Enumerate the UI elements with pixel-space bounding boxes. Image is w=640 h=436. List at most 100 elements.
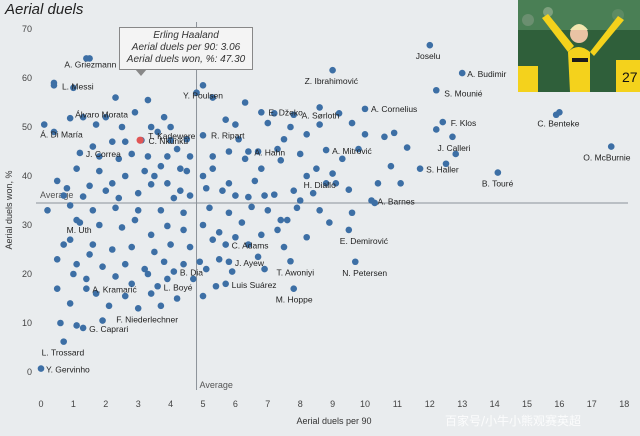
data-point — [144, 270, 152, 278]
data-point — [452, 150, 460, 158]
point-label: A. Kramarić — [92, 285, 137, 295]
data-point — [316, 121, 323, 128]
data-point — [245, 193, 252, 201]
data-point-labeled — [222, 241, 229, 248]
data-point — [248, 203, 255, 211]
data-point-labeled — [345, 226, 353, 234]
data-point — [442, 160, 450, 168]
y-tick-label: 60 — [22, 73, 32, 83]
tooltip-arrow — [135, 69, 147, 76]
point-label: R. Ripart — [211, 130, 245, 140]
x-tick-label: 12 — [425, 399, 435, 409]
data-point — [397, 180, 404, 187]
data-point — [99, 263, 106, 270]
data-point — [121, 292, 129, 300]
data-point-labeled — [361, 105, 369, 113]
data-point — [70, 84, 77, 92]
data-point — [202, 184, 210, 192]
player-celebrating-photo-icon: 27 — [518, 0, 640, 92]
data-point — [164, 180, 171, 187]
data-point — [157, 207, 165, 214]
data-point — [50, 128, 58, 136]
data-point — [209, 236, 217, 243]
data-point — [296, 150, 304, 158]
data-point — [228, 268, 236, 275]
data-point — [339, 155, 346, 163]
data-point — [177, 165, 184, 172]
data-point — [112, 204, 119, 212]
data-point-labeled — [316, 104, 323, 111]
data-point — [121, 172, 129, 180]
x-tick-label: 16 — [554, 399, 564, 409]
tooltip-name: Erling Haaland — [153, 30, 219, 41]
point-label: M. Uth — [67, 225, 92, 235]
data-point — [322, 180, 330, 187]
point-label: Luis Suárez — [232, 280, 277, 290]
data-point — [128, 150, 136, 158]
data-point — [277, 216, 285, 224]
point-label: Y. Gervinho — [46, 365, 90, 375]
data-point — [202, 265, 210, 273]
data-point — [296, 197, 304, 204]
point-label: C. Benteke — [537, 118, 579, 128]
data-point — [293, 204, 301, 212]
data-point — [261, 192, 268, 199]
data-point-labeled — [50, 82, 58, 89]
data-point — [212, 282, 220, 290]
data-point — [144, 96, 152, 104]
x-tick-label: 7 — [265, 399, 270, 409]
data-point — [160, 113, 168, 121]
point-label: A. Griezmann — [64, 59, 116, 69]
data-point — [96, 153, 103, 160]
data-point — [215, 229, 223, 236]
data-point — [355, 145, 362, 153]
data-point — [147, 231, 155, 239]
data-point-labeled — [303, 172, 310, 180]
point-label: B. Dia — [180, 268, 203, 278]
data-point — [335, 109, 343, 117]
data-point-labeled — [245, 148, 252, 155]
data-point — [115, 194, 123, 202]
data-point-labeled — [225, 258, 233, 266]
data-point — [79, 113, 87, 121]
data-point — [232, 233, 239, 241]
data-point-labeled — [170, 268, 178, 275]
data-point — [157, 162, 165, 170]
data-point — [387, 162, 395, 170]
x-tick-label: 5 — [200, 399, 205, 409]
data-point — [89, 143, 97, 150]
point-label: S. Mounié — [444, 88, 483, 98]
x-tick-label: 10 — [360, 399, 370, 409]
data-point-labeled — [439, 118, 447, 126]
data-point — [164, 153, 171, 160]
point-label: A. Hahn — [254, 148, 285, 158]
point-label: S. Haller — [426, 165, 459, 175]
data-point — [118, 224, 126, 231]
data-point — [66, 114, 74, 122]
data-point — [131, 109, 139, 116]
data-point-labeled — [199, 82, 207, 89]
point-label: T. Kadewere — [148, 131, 196, 141]
tooltip-haaland: Erling Haaland Aerial duels per 90: 3.06… — [119, 27, 253, 70]
data-point — [199, 221, 207, 229]
data-point — [154, 128, 161, 136]
data-point — [151, 172, 158, 180]
data-point — [151, 248, 158, 256]
data-point — [232, 192, 239, 199]
data-point — [270, 109, 278, 117]
tooltip-row-duels: Aerial duels per 90: 3.06 — [120, 42, 252, 54]
data-point — [92, 290, 100, 297]
svg-text:27: 27 — [622, 69, 638, 85]
data-point-labeled — [426, 41, 434, 49]
data-point — [225, 209, 233, 217]
data-point-labeled — [79, 324, 87, 332]
x-tick-label: 14 — [490, 399, 500, 409]
data-point — [189, 275, 197, 283]
data-point — [206, 204, 213, 212]
point-label: Álvaro Morata — [75, 110, 128, 120]
point-label: B. Touré — [482, 179, 514, 189]
data-point — [128, 243, 136, 251]
data-point — [270, 191, 278, 198]
point-label: Joselu — [416, 51, 441, 61]
data-point — [316, 207, 323, 214]
